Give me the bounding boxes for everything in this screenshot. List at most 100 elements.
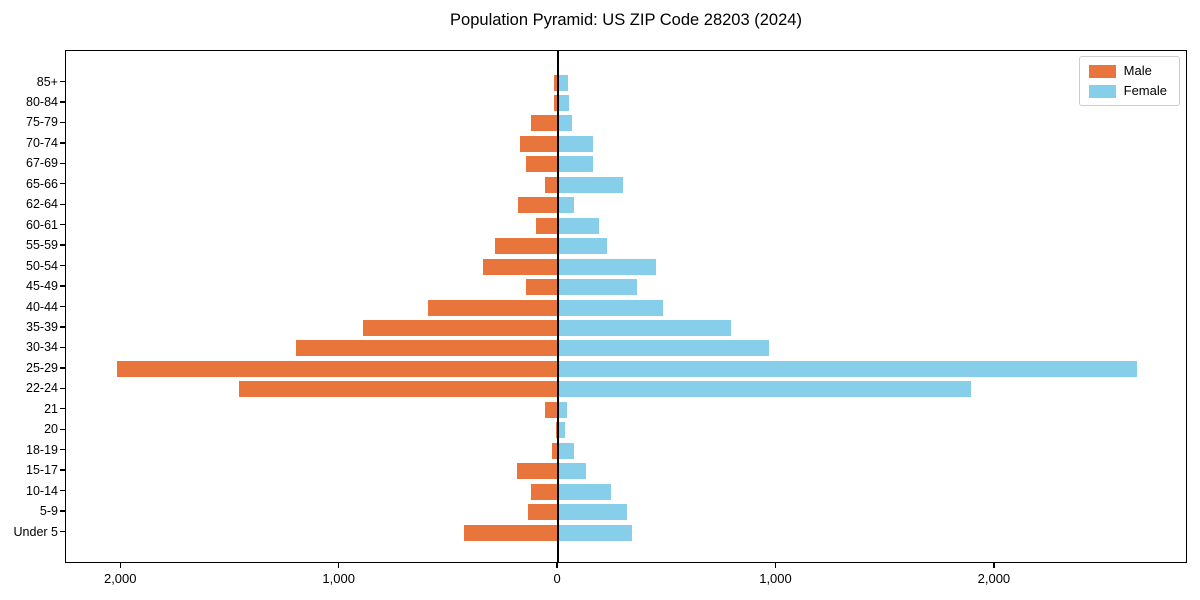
female-bar xyxy=(558,319,731,336)
y-axis-label: 5-9 xyxy=(39,504,58,519)
male-bar xyxy=(517,197,559,214)
zero-axis-line xyxy=(557,51,559,562)
y-axis-label: 45-49 xyxy=(26,279,58,294)
legend-male-label: Male xyxy=(1123,63,1152,78)
male-bar xyxy=(295,340,559,357)
female-bar xyxy=(558,156,594,173)
x-tick xyxy=(119,563,121,568)
x-tick-label: 0 xyxy=(553,571,561,586)
male-bar xyxy=(530,483,559,500)
x-tick xyxy=(556,563,558,568)
male-bar xyxy=(517,463,559,480)
male-bar xyxy=(544,176,559,193)
female-bar xyxy=(558,279,638,296)
legend: Male Female xyxy=(1078,56,1180,106)
y-axis-label: 70-74 xyxy=(26,135,58,150)
y-axis-label: 75-79 xyxy=(26,115,58,130)
female-bar xyxy=(558,217,600,234)
y-tick xyxy=(60,264,65,267)
female-bar xyxy=(558,74,569,91)
y-tick xyxy=(60,428,65,430)
legend-female-label: Female xyxy=(1123,83,1167,98)
male-bar xyxy=(464,524,559,541)
y-axis-label: 21 xyxy=(44,401,58,416)
y-tick xyxy=(60,408,65,410)
y-tick xyxy=(60,387,65,389)
female-bar xyxy=(558,176,623,193)
y-axis-label: 22-24 xyxy=(26,381,58,396)
y-axis-label: 25-29 xyxy=(26,360,58,375)
female-bar xyxy=(558,422,565,439)
male-bar xyxy=(535,217,559,234)
y-tick xyxy=(60,346,65,349)
legend-male-swatch xyxy=(1088,64,1116,78)
male-bar xyxy=(116,360,559,377)
y-tick xyxy=(60,305,65,308)
x-tick-label: 2,000 xyxy=(103,571,137,586)
female-bar xyxy=(558,197,575,214)
y-tick xyxy=(60,285,65,287)
female-bar xyxy=(558,135,593,152)
legend-item-female: Female xyxy=(1088,83,1167,98)
x-tick xyxy=(337,563,340,568)
male-bar xyxy=(526,279,559,296)
y-tick xyxy=(60,80,65,83)
x-tick-label: 2,000 xyxy=(977,571,1011,586)
male-bar xyxy=(551,442,559,459)
x-tick-label: 1,000 xyxy=(322,571,355,586)
male-bar xyxy=(519,135,559,152)
y-tick xyxy=(60,448,65,451)
female-bar xyxy=(558,360,1137,377)
male-bar xyxy=(239,381,559,398)
y-axis-label: 65-66 xyxy=(26,176,58,191)
y-tick xyxy=(60,469,65,471)
legend-female-swatch xyxy=(1088,84,1116,98)
y-axis-label: 40-44 xyxy=(26,299,58,314)
y-tick xyxy=(60,367,65,369)
x-tick-label: 1,000 xyxy=(759,571,792,586)
y-axis-label: 85+ xyxy=(36,74,58,89)
female-bar xyxy=(558,463,587,480)
male-bar xyxy=(428,299,559,316)
male-bar xyxy=(362,319,559,336)
female-bar xyxy=(558,299,663,316)
legend-item-male: Male xyxy=(1088,63,1167,78)
female-bar xyxy=(558,524,632,541)
female-bar xyxy=(558,94,569,111)
y-tick xyxy=(60,101,65,103)
y-axis-label: 50-54 xyxy=(26,258,58,273)
y-tick xyxy=(60,530,65,533)
y-tick xyxy=(60,244,65,246)
y-tick xyxy=(60,489,65,492)
y-tick xyxy=(60,142,65,144)
y-tick xyxy=(60,121,65,124)
y-axis-label: 60-61 xyxy=(26,217,58,232)
y-axis-label: 55-59 xyxy=(26,238,58,253)
x-tick xyxy=(993,563,995,568)
y-tick xyxy=(60,203,65,205)
male-bar xyxy=(545,401,559,418)
y-tick xyxy=(60,183,65,185)
y-tick xyxy=(60,223,65,226)
y-axis-label: 20 xyxy=(44,422,58,437)
y-axis-label: 67-69 xyxy=(26,156,58,171)
y-axis-label: 18-19 xyxy=(26,442,58,457)
y-axis-label: Under 5 xyxy=(13,524,58,539)
male-bar xyxy=(494,238,559,255)
y-tick xyxy=(60,326,65,328)
female-bar xyxy=(558,483,612,500)
male-bar xyxy=(530,115,559,132)
plot-area: Male Female xyxy=(65,50,1187,563)
x-tick xyxy=(774,563,777,568)
female-bar xyxy=(558,238,608,255)
y-axis-label: 80-84 xyxy=(26,94,58,109)
male-bar xyxy=(528,504,559,521)
y-axis-label: 30-34 xyxy=(26,340,58,355)
female-bar xyxy=(558,115,572,132)
female-bar xyxy=(558,258,657,275)
y-axis-label: 10-14 xyxy=(26,483,58,498)
female-bar xyxy=(558,401,568,418)
y-tick xyxy=(60,510,65,512)
male-bar xyxy=(526,156,559,173)
